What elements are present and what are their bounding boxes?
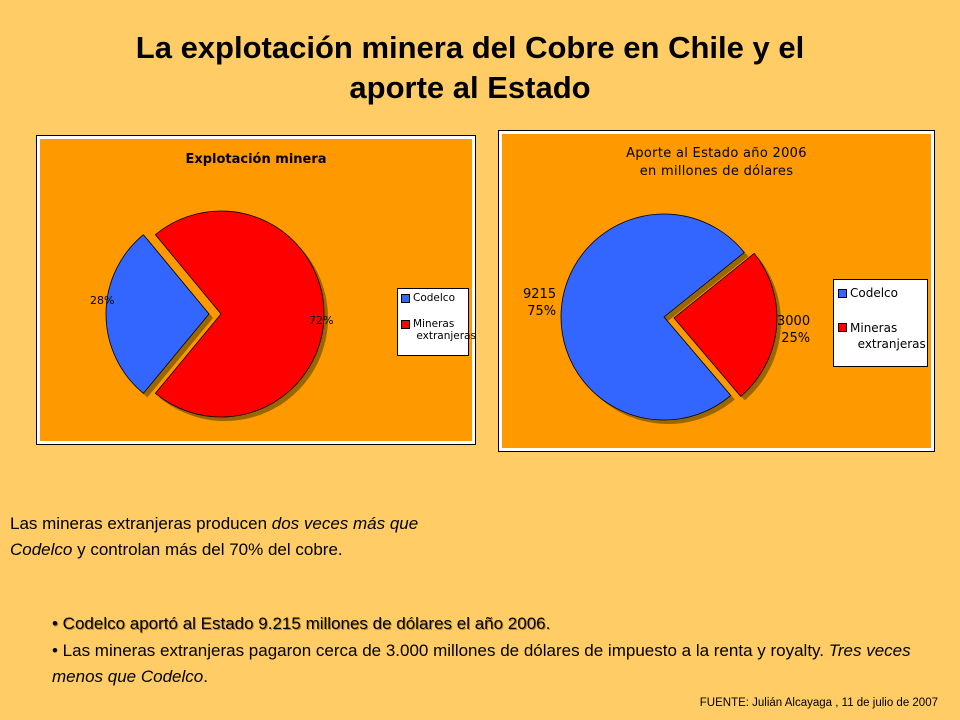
legend-swatch-red: [838, 323, 847, 332]
summary-part1: Las mineras extranjeras producen: [10, 514, 272, 533]
chart2-legend-item-mineras: Mineras extranjeras: [838, 320, 927, 352]
bullet-codelco: • Codelco aportó al Estado 9.215 millone…: [52, 614, 551, 633]
chart2-value-mineras: 3000: [777, 314, 811, 329]
chart1-legend-mineras: Mineras: [413, 318, 455, 330]
chart1-label-mineras: 72%: [309, 314, 334, 327]
legend-swatch-blue: [401, 294, 410, 303]
chart1-legend-codelco: Codelco: [413, 292, 455, 304]
chart2-percent-mineras: 25%: [781, 331, 811, 346]
pie-slice-mineras-extranjeras: [673, 252, 778, 397]
chart1-legend-item-mineras: Mineras extranjeras: [401, 318, 476, 342]
summary-paragraph: Las mineras extranjeras producen dos vec…: [10, 511, 480, 563]
legend-swatch-red: [401, 320, 410, 329]
legend-swatch-blue: [838, 289, 847, 298]
summary-part2: y controlan más del 70% del cobre.: [72, 540, 343, 559]
page-title-line1: La explotación minera del Cobre en Chile…: [135, 30, 805, 65]
chart1-title: Explotación minera: [185, 152, 327, 167]
pie-slice-codelco: [105, 234, 210, 394]
chart2-title: Aporte al Estado año 2006 en millones de…: [499, 145, 934, 181]
chart1-svg: [105, 210, 328, 422]
source-citation: FUENTE: Julián Alcayaga , 11 de julio de…: [699, 697, 938, 709]
pie-slice-mineras-extranjeras: [154, 210, 325, 418]
chart2-legend-extranjeras: extranjeras: [857, 337, 926, 351]
page-title-line2: aporte al Estado: [349, 70, 591, 105]
chart2-legend-codelco: Codelco: [850, 286, 898, 300]
bullet-mineras-text: • Las mineras extranjeras pagaron cerca …: [52, 641, 829, 660]
chart2-legend-mineras: Mineras: [850, 321, 898, 335]
chart-panel-explotacion: Explotación minera 28% 72% Codelco Miner…: [36, 135, 476, 445]
chart2-title-line2: en millones de dólares: [639, 164, 794, 179]
chart2-value-codelco: 9215: [523, 287, 557, 302]
chart1-legend-extranjeras: extranjeras: [416, 330, 476, 342]
chart2-svg: [560, 213, 781, 424]
chart2-legend-item-codelco: Codelco: [838, 286, 927, 300]
bullet-mineras: • Las mineras extranjeras pagaron cerca …: [52, 638, 960, 690]
bullet-mineras-italic: Tres veces menos que Codelco: [52, 641, 911, 686]
chart2-legend: Codelco Mineras extranjeras: [833, 279, 928, 367]
summary-italic: dos veces más que Codelco: [10, 514, 419, 559]
chart2-label-codelco: 9215 75%: [523, 286, 556, 320]
bullet-mineras-suffix: .: [203, 667, 208, 686]
chart1-label-codelco: 28%: [90, 294, 115, 307]
chart1-legend-item-codelco: Codelco: [401, 292, 468, 304]
page-title: La explotación minera del Cobre en Chile…: [0, 28, 940, 108]
chart2-percent-codelco: 75%: [527, 304, 557, 319]
chart-panel-aporte: Aporte al Estado año 2006 en millones de…: [498, 130, 935, 452]
chart2-label-mineras: 3000 25%: [777, 313, 810, 347]
chart2-title-line1: Aporte al Estado año 2006: [626, 146, 807, 161]
chart1-legend: Codelco Mineras extranjeras: [397, 288, 476, 356]
pie-slice-codelco: [560, 213, 745, 421]
